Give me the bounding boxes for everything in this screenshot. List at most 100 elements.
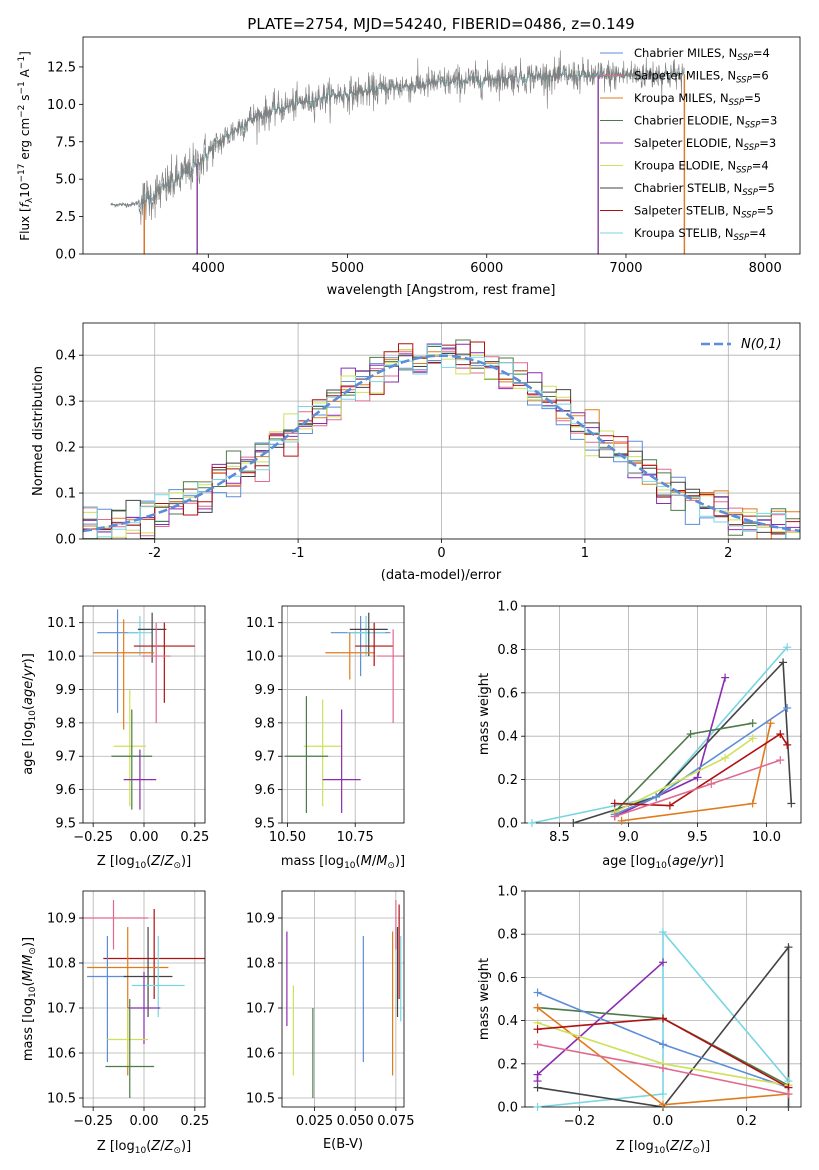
errorbar-kroupa-miles <box>93 619 155 730</box>
weight-vs-z-xtick-label: 0.0 <box>653 1114 674 1129</box>
residuals-xtick-label: -1 <box>292 546 305 561</box>
mass-vs-ebv-ytick-label: 10.9 <box>246 912 275 927</box>
age-vs-mass-xlabel: mass [log10(M/M⊙)] <box>281 854 405 871</box>
weight-vs-z-xtick-label: −0.2 <box>564 1114 596 1129</box>
residuals-xtick-label: 1 <box>581 546 589 561</box>
errorbar-chabrier-elodie <box>105 999 155 1098</box>
spectrum-ytick-label: 7.5 <box>55 135 76 150</box>
spectrum-xtick-label: 6000 <box>470 261 503 276</box>
residuals-ylabel: Normed distribution <box>31 366 46 496</box>
spectrum-plot-area <box>110 50 686 254</box>
mass-vs-z-xtick-label: −0.25 <box>73 1114 113 1129</box>
age-vs-z-xtick-label: −0.25 <box>73 830 113 845</box>
weight-vs-z-ytick-label: 1.0 <box>497 885 518 900</box>
spectrum-ytick-label: 5.0 <box>55 173 76 188</box>
spectrum-ytick-label: 10.0 <box>47 98 76 113</box>
age-vs-z-ytick-label: 9.7 <box>55 750 76 765</box>
errorbar-kroupa-elodie <box>113 689 147 807</box>
spectrum-data <box>110 50 685 225</box>
residuals-ytick-label: 0.3 <box>55 395 76 410</box>
mass-vs-ebv-ytick-label: 10.6 <box>246 1047 275 1062</box>
weight-marker-kroupa-stelib <box>659 928 667 937</box>
spectrum-xtick-label: 7000 <box>609 261 642 276</box>
errorbar-salpeter-elodie <box>123 749 157 810</box>
age-vs-mass-ytick-label: 10.1 <box>246 616 275 631</box>
panel-spectrum: PLATE=2754, MJD=54240, FIBERID=0486, z=0… <box>17 15 801 298</box>
weight-vs-age-ytick-label: 0.6 <box>497 686 518 701</box>
age-vs-mass-ytick-label: 9.6 <box>254 783 275 798</box>
errorbar-chabrier-elodie <box>284 696 329 813</box>
weight-marker-chabrier-stelib <box>569 819 578 827</box>
legend-entry-chabrier-elodie: Chabrier ELODIE, NSSP=3 <box>634 114 777 131</box>
residuals-ytick-label: 0.2 <box>55 441 76 456</box>
legend-entry-kroupa-stelib: Kroupa STELIB, NSSP=4 <box>634 226 766 243</box>
age-vs-z-xlabel: Z [log10(Z/Z⊙)] <box>97 854 191 871</box>
panel-age-vs-mass: mass [log10(M/M⊙)] 10.50 10.75 9.5 9.6 9.7 9.… <box>246 605 405 871</box>
errorbar-salpeter-miles <box>141 622 171 723</box>
mass-vs-ebv-xlabel: E(B-V) <box>323 1137 363 1152</box>
weight-marker-chabrier-miles <box>783 703 792 712</box>
spectrum-xtick-label: 5000 <box>331 261 364 276</box>
mass-vs-z-frame <box>82 890 206 1108</box>
weight-marker-salpeter-stelib <box>659 1014 667 1023</box>
mass-vs-ebv-ytick-label: 10.7 <box>246 1002 275 1017</box>
weight-vs-z-ytick-label: 0.6 <box>497 971 518 986</box>
weight-vs-age-xlabel: age [log10(age/yr)] <box>602 854 724 871</box>
mass-vs-z-xtick-label: 0.00 <box>130 1114 159 1129</box>
age-vs-z-ytick-label: 9.8 <box>55 716 76 731</box>
weight-marker-salpeter-stelib <box>776 730 785 739</box>
age-vs-mass-frame <box>281 605 405 824</box>
errorbar-chabrier-elodie <box>111 709 153 810</box>
weight-marker-chabrier-stelib <box>787 799 796 808</box>
legend-entry-salpeter-miles: Salpeter MILES, NSSP=6 <box>634 69 769 86</box>
residuals-legend: N(0,1) <box>701 337 782 352</box>
weight-marker-kroupa-miles <box>659 1100 667 1109</box>
weight-vs-z-ytick-label: 0.2 <box>497 1057 518 1072</box>
weight-vs-z-xlabel: Z [log10(Z/Z⊙)] <box>616 1139 710 1156</box>
errorbar-chabrier-stelib <box>349 612 388 657</box>
legend-entry-chabrier-stelib: Chabrier STELIB, NSSP=5 <box>634 181 775 198</box>
age-vs-z-ytick-label: 10.1 <box>47 616 76 631</box>
mass-vs-z-xlabel: Z [log10(Z/Z⊙)] <box>97 1139 191 1156</box>
weight-marker-salpeter-miles <box>610 812 619 821</box>
weight-vs-z-ytick-label: 0.0 <box>497 1101 518 1116</box>
panel-mass-vs-ebv: E(B-V) 0.025 0.050 0.075 10.5 10.6 10.7 10.8 10… <box>246 890 414 1152</box>
legend-entry-salpeter-stelib: Salpeter STELIB, NSSP=5 <box>634 204 774 221</box>
weight-marker-chabrier-miles <box>659 1040 667 1049</box>
weight-vs-age-xtick-label: 10.0 <box>752 830 781 845</box>
age-vs-mass-ytick-label: 10.0 <box>246 650 275 665</box>
residuals-xlabel: (data-model)/error <box>381 568 502 583</box>
weight-line-kroupa-stelib <box>537 929 790 1107</box>
errorbar-kroupa-elodie <box>303 699 342 807</box>
weight-marker-chabrier-elodie <box>748 719 757 728</box>
mass-vs-z-ylabel: mass [log10(M/M⊙)] <box>21 937 38 1061</box>
errorbar-salpeter-stelib <box>133 622 195 703</box>
weight-vs-age-frame <box>524 605 802 824</box>
weight-marker-salpeter-stelib <box>533 1025 542 1034</box>
weight-marker-salpeter-miles <box>533 1040 542 1049</box>
mass-vs-z-ytick-label: 10.5 <box>47 1092 76 1107</box>
age-vs-z-ytick-label: 10.0 <box>47 650 76 665</box>
errorbar-chabrier-stelib <box>123 927 173 1017</box>
residuals-xtick-label: -2 <box>148 546 161 561</box>
age-vs-mass-xtick-label: 10.50 <box>269 830 306 845</box>
mass-vs-z-ytick-label: 10.9 <box>47 912 76 927</box>
weight-marker-chabrier-stelib <box>784 943 793 952</box>
age-vs-z-ylabel: age [log10(age/yr)] <box>21 653 38 775</box>
spectrum-xtick-label: 4000 <box>192 261 225 276</box>
spectrum-ytick-label: 12.5 <box>47 60 76 75</box>
errorbar-kroupa-stelib <box>127 616 153 657</box>
residuals-xtick-label: 0 <box>437 546 445 561</box>
weight-line-chabrier-stelib <box>537 944 790 1107</box>
age-vs-mass-ytick-label: 9.7 <box>254 750 275 765</box>
weight-vs-age-ytick-label: 0.0 <box>497 817 518 832</box>
panel-weight-vs-z: Z [log10(Z/Z⊙)] mass weight −0.2 0.0 0.2 0.… <box>477 885 802 1156</box>
weight-marker-kroupa-miles <box>766 719 775 728</box>
legend-entry-salpeter-elodie: Salpeter ELODIE, NSSP=3 <box>634 136 776 153</box>
mass-vs-ebv-xtick-label: 0.075 <box>377 1114 414 1129</box>
spectrum-ytick-label: 2.5 <box>55 210 76 225</box>
weight-marker-chabrier-miles <box>652 792 661 801</box>
residuals-xtick-label: 2 <box>724 546 732 561</box>
legend-entry-kroupa-elodie: Kroupa ELODIE, NSSP=4 <box>634 159 769 176</box>
